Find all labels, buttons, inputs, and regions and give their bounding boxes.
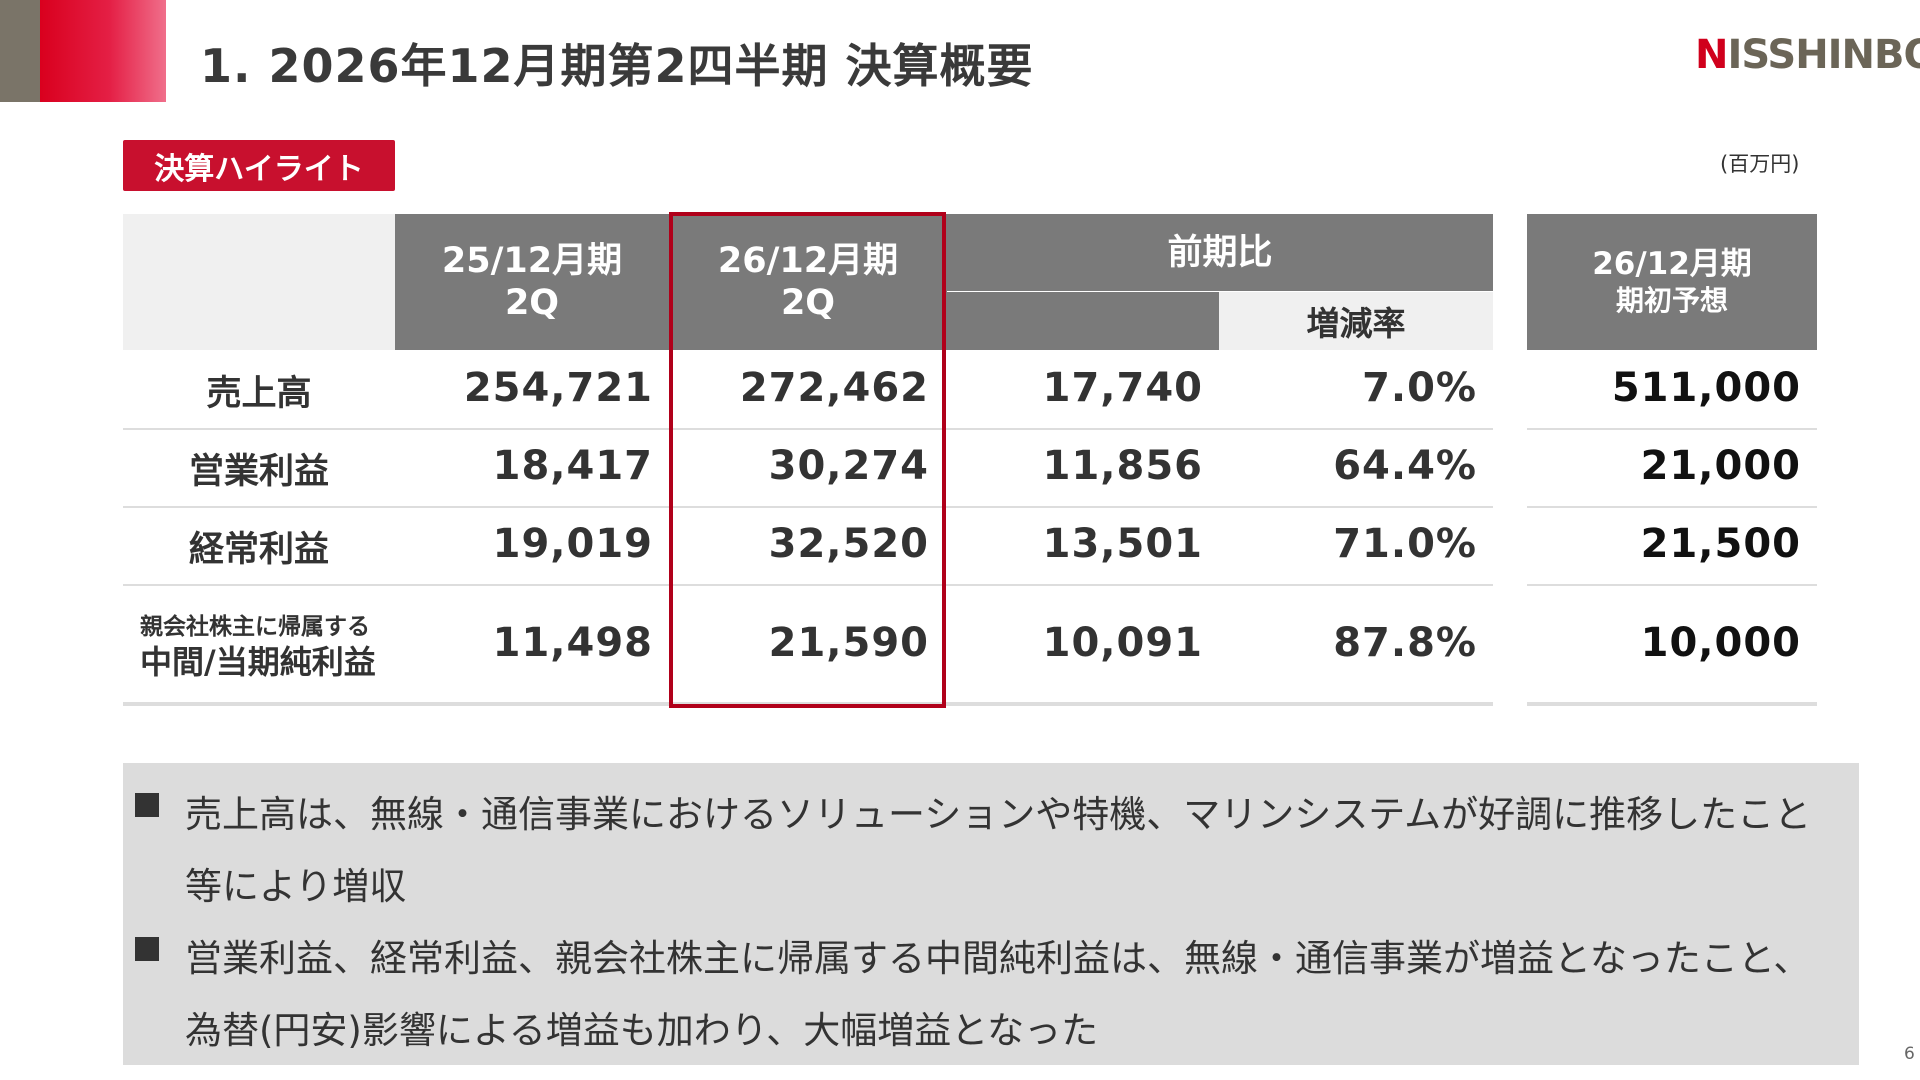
row-divider-forecast bbox=[1527, 506, 1817, 508]
cell-diff: 10,091 bbox=[1042, 620, 1203, 666]
notes-panel: 売上高は、無線・通信事業におけるソリューションや特機、マリンシステムが好調に推移… bbox=[123, 763, 1859, 1065]
header-yoy-rate: 増減率 bbox=[1219, 292, 1493, 350]
row-divider bbox=[123, 506, 1493, 508]
header-prev-line1: 25/12月期 bbox=[441, 241, 623, 281]
header-curr-period: 26/12月期 2Q bbox=[669, 214, 947, 350]
cell-prev: 18,417 bbox=[492, 443, 653, 489]
corner-accent-gray bbox=[0, 0, 40, 102]
cell-prev: 254,721 bbox=[463, 365, 653, 411]
header-yoy: 前期比 bbox=[947, 214, 1493, 291]
note-line: 為替(円安)影響による増益も加わり、大幅増益となった bbox=[185, 1009, 1099, 1052]
row-divider-forecast bbox=[1527, 584, 1817, 586]
note-line: 営業利益、経常利益、親会社株主に帰属する中間純利益は、無線・通信事業が増益となっ… bbox=[185, 937, 1811, 980]
square-bullet-icon bbox=[135, 793, 159, 817]
cell-curr: 21,590 bbox=[768, 620, 929, 666]
table-bottom-line-forecast bbox=[1527, 702, 1817, 706]
note-line: 売上高は、無線・通信事業におけるソリューションや特機、マリンシステムが好調に推移… bbox=[185, 793, 1812, 836]
row-label-operating-income: 営業利益 bbox=[188, 451, 329, 492]
cell-forecast: 511,000 bbox=[1611, 365, 1801, 411]
header-forecast-line2: 期初予想 bbox=[1615, 284, 1728, 317]
cell-prev: 11,498 bbox=[492, 620, 653, 666]
corner-accent-red bbox=[40, 0, 166, 102]
cell-forecast: 10,000 bbox=[1640, 620, 1801, 666]
header-prev-period: 25/12月期 2Q bbox=[395, 214, 669, 350]
header-blank-cell bbox=[123, 214, 395, 350]
square-bullet-icon bbox=[135, 937, 159, 961]
cell-prev: 19,019 bbox=[492, 521, 653, 567]
note-text: 売上高は、無線・通信事業におけるソリューションや特機、マリンシステムが好調に推移… bbox=[185, 779, 1855, 923]
company-logo: NISSHINBO bbox=[1695, 32, 1920, 78]
page-title: 1. 2026年12月期第2四半期 決算概要 bbox=[200, 39, 1034, 93]
row-label-net-income-main: 中間/当期純利益 bbox=[140, 643, 376, 681]
cell-curr: 30,274 bbox=[768, 443, 929, 489]
note-text: 営業利益、経常利益、親会社株主に帰属する中間純利益は、無線・通信事業が増益となっ… bbox=[185, 923, 1855, 1067]
header-curr-line1: 26/12月期 bbox=[717, 241, 899, 281]
row-label-net-income: 親会社株主に帰属する 中間/当期純利益 bbox=[140, 612, 400, 682]
cell-curr: 272,462 bbox=[739, 365, 929, 411]
header-prev-line2: 2Q bbox=[504, 283, 560, 323]
header-yoy-diff bbox=[947, 292, 1219, 350]
header-forecast-line1: 26/12月期 bbox=[1592, 246, 1752, 282]
logo-rest: ISSHINBO bbox=[1727, 32, 1920, 78]
page-number: 6 bbox=[1904, 1044, 1915, 1064]
cell-forecast: 21,000 bbox=[1640, 443, 1801, 489]
cell-diff: 13,501 bbox=[1042, 521, 1203, 567]
row-label-net-income-prefix: 親会社株主に帰属する bbox=[140, 614, 370, 640]
row-divider bbox=[123, 428, 1493, 430]
cell-diff: 11,856 bbox=[1042, 443, 1203, 489]
note-line: 等により増収 bbox=[185, 865, 407, 908]
cell-forecast: 21,500 bbox=[1640, 521, 1801, 567]
cell-rate: 64.4% bbox=[1333, 443, 1477, 489]
header-curr-line2: 2Q bbox=[780, 283, 836, 323]
current-period-highlight bbox=[669, 212, 946, 708]
header-yoy-label: 前期比 bbox=[1167, 232, 1273, 273]
section-badge: 決算ハイライト bbox=[123, 140, 395, 191]
row-divider bbox=[123, 584, 1493, 586]
row-label-ordinary-income: 経常利益 bbox=[188, 529, 329, 570]
cell-diff: 17,740 bbox=[1042, 365, 1203, 411]
cell-rate: 7.0% bbox=[1362, 365, 1477, 411]
cell-rate: 71.0% bbox=[1333, 521, 1477, 567]
unit-label: (百万円) bbox=[1720, 152, 1800, 176]
cell-curr: 32,520 bbox=[768, 521, 929, 567]
logo-initial: N bbox=[1695, 32, 1728, 78]
cell-rate: 87.8% bbox=[1333, 620, 1477, 666]
header-forecast: 26/12月期 期初予想 bbox=[1527, 214, 1817, 350]
row-label-sales: 売上高 bbox=[206, 373, 312, 414]
row-divider-forecast bbox=[1527, 428, 1817, 430]
